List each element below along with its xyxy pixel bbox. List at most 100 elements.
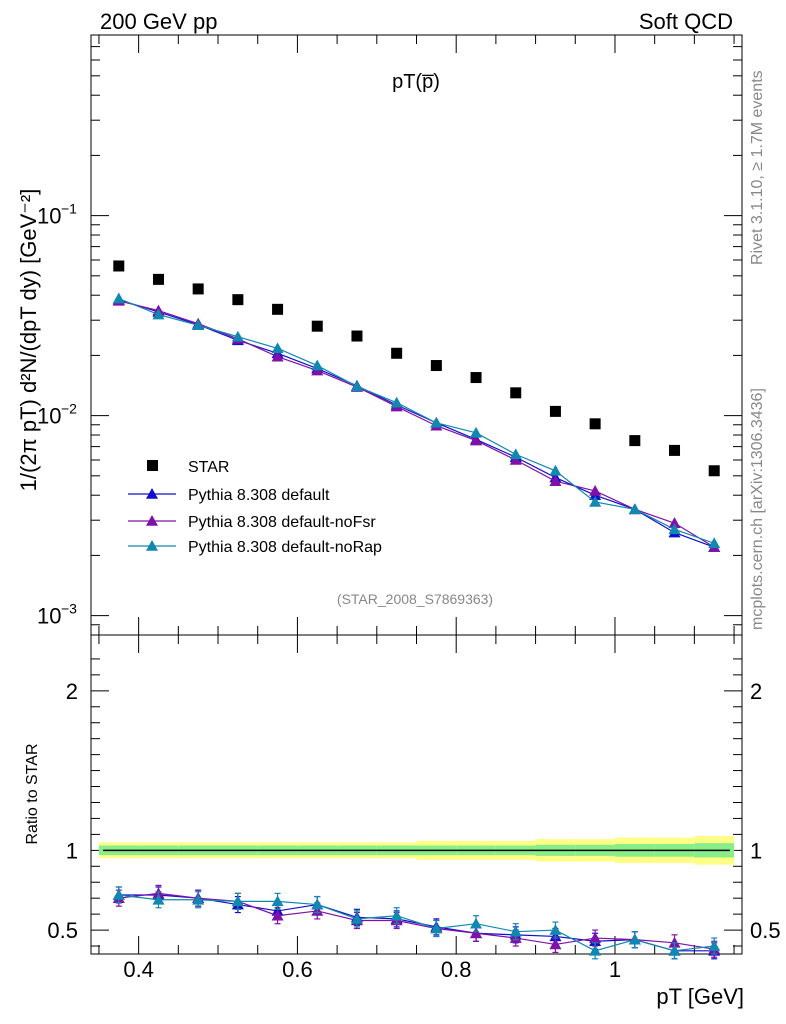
mc-series-line bbox=[118, 297, 715, 544]
ratio-series-line bbox=[118, 894, 715, 952]
header-left: 200 GeV pp bbox=[100, 9, 217, 34]
mc-data-point bbox=[668, 517, 681, 528]
star-data-point bbox=[113, 260, 125, 272]
mc-data-point bbox=[112, 292, 125, 304]
star-data-point bbox=[589, 418, 601, 430]
legend-entry-label: Pythia 8.308 default-noFsr bbox=[188, 514, 376, 531]
y-tick-label: 10 bbox=[37, 604, 61, 629]
star-data-point bbox=[192, 283, 204, 295]
ratio-data-point bbox=[231, 895, 244, 907]
ratio-data-point bbox=[470, 917, 483, 929]
lower-panel-frame bbox=[90, 634, 743, 955]
star-data-point bbox=[549, 405, 561, 417]
legend-marker bbox=[146, 540, 158, 551]
ratio-data-point bbox=[112, 888, 125, 900]
ratio-data-point bbox=[271, 909, 284, 921]
star-data-point bbox=[510, 387, 522, 399]
ratio-data-point bbox=[311, 898, 324, 910]
analysis-label: (STAR_2008_S7869363) bbox=[337, 591, 493, 607]
mc-series-line bbox=[118, 300, 715, 548]
ratio-y-tick-label-right: 0.5 bbox=[750, 918, 781, 943]
y-tick-label-exponent: −1 bbox=[61, 201, 77, 217]
ratio-data-point bbox=[589, 944, 602, 956]
mc-data-point bbox=[271, 350, 284, 362]
ratio-data-point bbox=[628, 933, 641, 945]
ratio-data-point bbox=[549, 938, 562, 950]
ratio-data-point bbox=[430, 922, 443, 934]
mc-data-point bbox=[192, 319, 205, 331]
upper-y-axis-label: 1/(2π pT) d²N/(dpT dy) [GeV⁻²] bbox=[16, 189, 41, 492]
mc-data-point bbox=[549, 475, 562, 486]
source-label: mcplots.cern.ch [arXiv:1306.3436] bbox=[749, 388, 766, 630]
x-axis-label: pT [GeV] bbox=[656, 984, 744, 1009]
y-tick-label-exponent: −2 bbox=[61, 401, 77, 417]
star-data-point bbox=[708, 465, 720, 477]
lower-y-axis-label: Ratio to STAR bbox=[24, 743, 41, 844]
legend: STAR Pythia 8.308 default Pythia 8.308 def… bbox=[128, 459, 382, 556]
lower-axis-ticks: 2 2 1 1 0.5 0.5 0.4 0.6 0.8 1 bbox=[47, 635, 781, 982]
mc-data-point bbox=[430, 416, 443, 428]
ratio-data-point bbox=[509, 925, 522, 937]
mc-data-point bbox=[311, 359, 324, 371]
mc-data-point bbox=[549, 464, 562, 476]
star-data-point bbox=[351, 330, 363, 342]
upper-data-series bbox=[112, 260, 721, 552]
x-tick-label: 0.4 bbox=[123, 957, 154, 982]
ratio-data-point bbox=[549, 924, 562, 935]
ratio-data-point bbox=[470, 927, 483, 939]
mc-data-point bbox=[589, 484, 602, 496]
ratio-data-point bbox=[668, 944, 681, 956]
ratio-y-tick-label-right: 2 bbox=[750, 679, 762, 704]
legend-marker bbox=[146, 515, 158, 526]
ratio-y-tick-label: 0.5 bbox=[47, 918, 78, 943]
header-right: Soft QCD bbox=[639, 9, 733, 34]
mc-data-point bbox=[668, 523, 681, 535]
ratio-data-point bbox=[350, 912, 363, 924]
mc-data-point bbox=[390, 396, 403, 408]
ratio-data-point bbox=[589, 932, 602, 943]
upper-axis-ticks: 10−310−210−1 bbox=[37, 34, 742, 636]
ratio-data-point bbox=[152, 893, 165, 905]
star-data-point bbox=[152, 273, 164, 285]
mc-series-line bbox=[118, 299, 715, 548]
star-data-point bbox=[470, 372, 482, 384]
y-tick-label-exponent: −3 bbox=[61, 601, 77, 617]
mc-data-point bbox=[509, 453, 522, 465]
y-tick-label: 10 bbox=[37, 404, 61, 429]
mc-data-point bbox=[509, 448, 522, 460]
mc-data-point bbox=[708, 537, 721, 549]
x-tick-label: 0.6 bbox=[282, 957, 313, 982]
ratio-y-tick-label-right: 1 bbox=[750, 838, 762, 863]
star-data-point bbox=[430, 360, 442, 372]
legend-marker bbox=[146, 488, 158, 499]
mc-data-point bbox=[589, 495, 602, 507]
mc-data-point bbox=[350, 380, 363, 392]
legend-entry-label: Pythia 8.308 default bbox=[188, 487, 330, 504]
mc-data-point bbox=[271, 342, 284, 354]
mc-data-point bbox=[470, 434, 483, 446]
ratio-y-tick-label: 1 bbox=[66, 838, 78, 863]
ratio-series-line bbox=[118, 894, 715, 952]
mc-data-point bbox=[628, 503, 641, 515]
y-tick-label: 10 bbox=[37, 204, 61, 229]
ratio-y-tick-label: 2 bbox=[66, 679, 78, 704]
mc-data-point bbox=[470, 426, 483, 438]
mc-data-point bbox=[152, 308, 165, 320]
star-data-point bbox=[232, 294, 244, 306]
legend-entry-label: Pythia 8.308 default-noRap bbox=[188, 539, 382, 556]
x-tick-label: 0.8 bbox=[441, 957, 472, 982]
ratio-uncertainty-bands bbox=[98, 835, 735, 865]
star-data-point bbox=[669, 444, 681, 456]
star-data-point bbox=[629, 435, 641, 447]
legend-marker-star bbox=[147, 460, 158, 471]
x-tick-label: 1 bbox=[609, 957, 621, 982]
ratio-data-point bbox=[271, 895, 284, 907]
star-data-point bbox=[391, 347, 403, 359]
plot-title: pT(p̅) bbox=[392, 71, 440, 93]
star-data-point bbox=[272, 303, 284, 315]
ratio-data-point bbox=[390, 909, 403, 921]
ratio-data-point bbox=[708, 940, 721, 951]
ratio-series-line bbox=[118, 892, 715, 950]
mc-data-point bbox=[231, 330, 244, 342]
